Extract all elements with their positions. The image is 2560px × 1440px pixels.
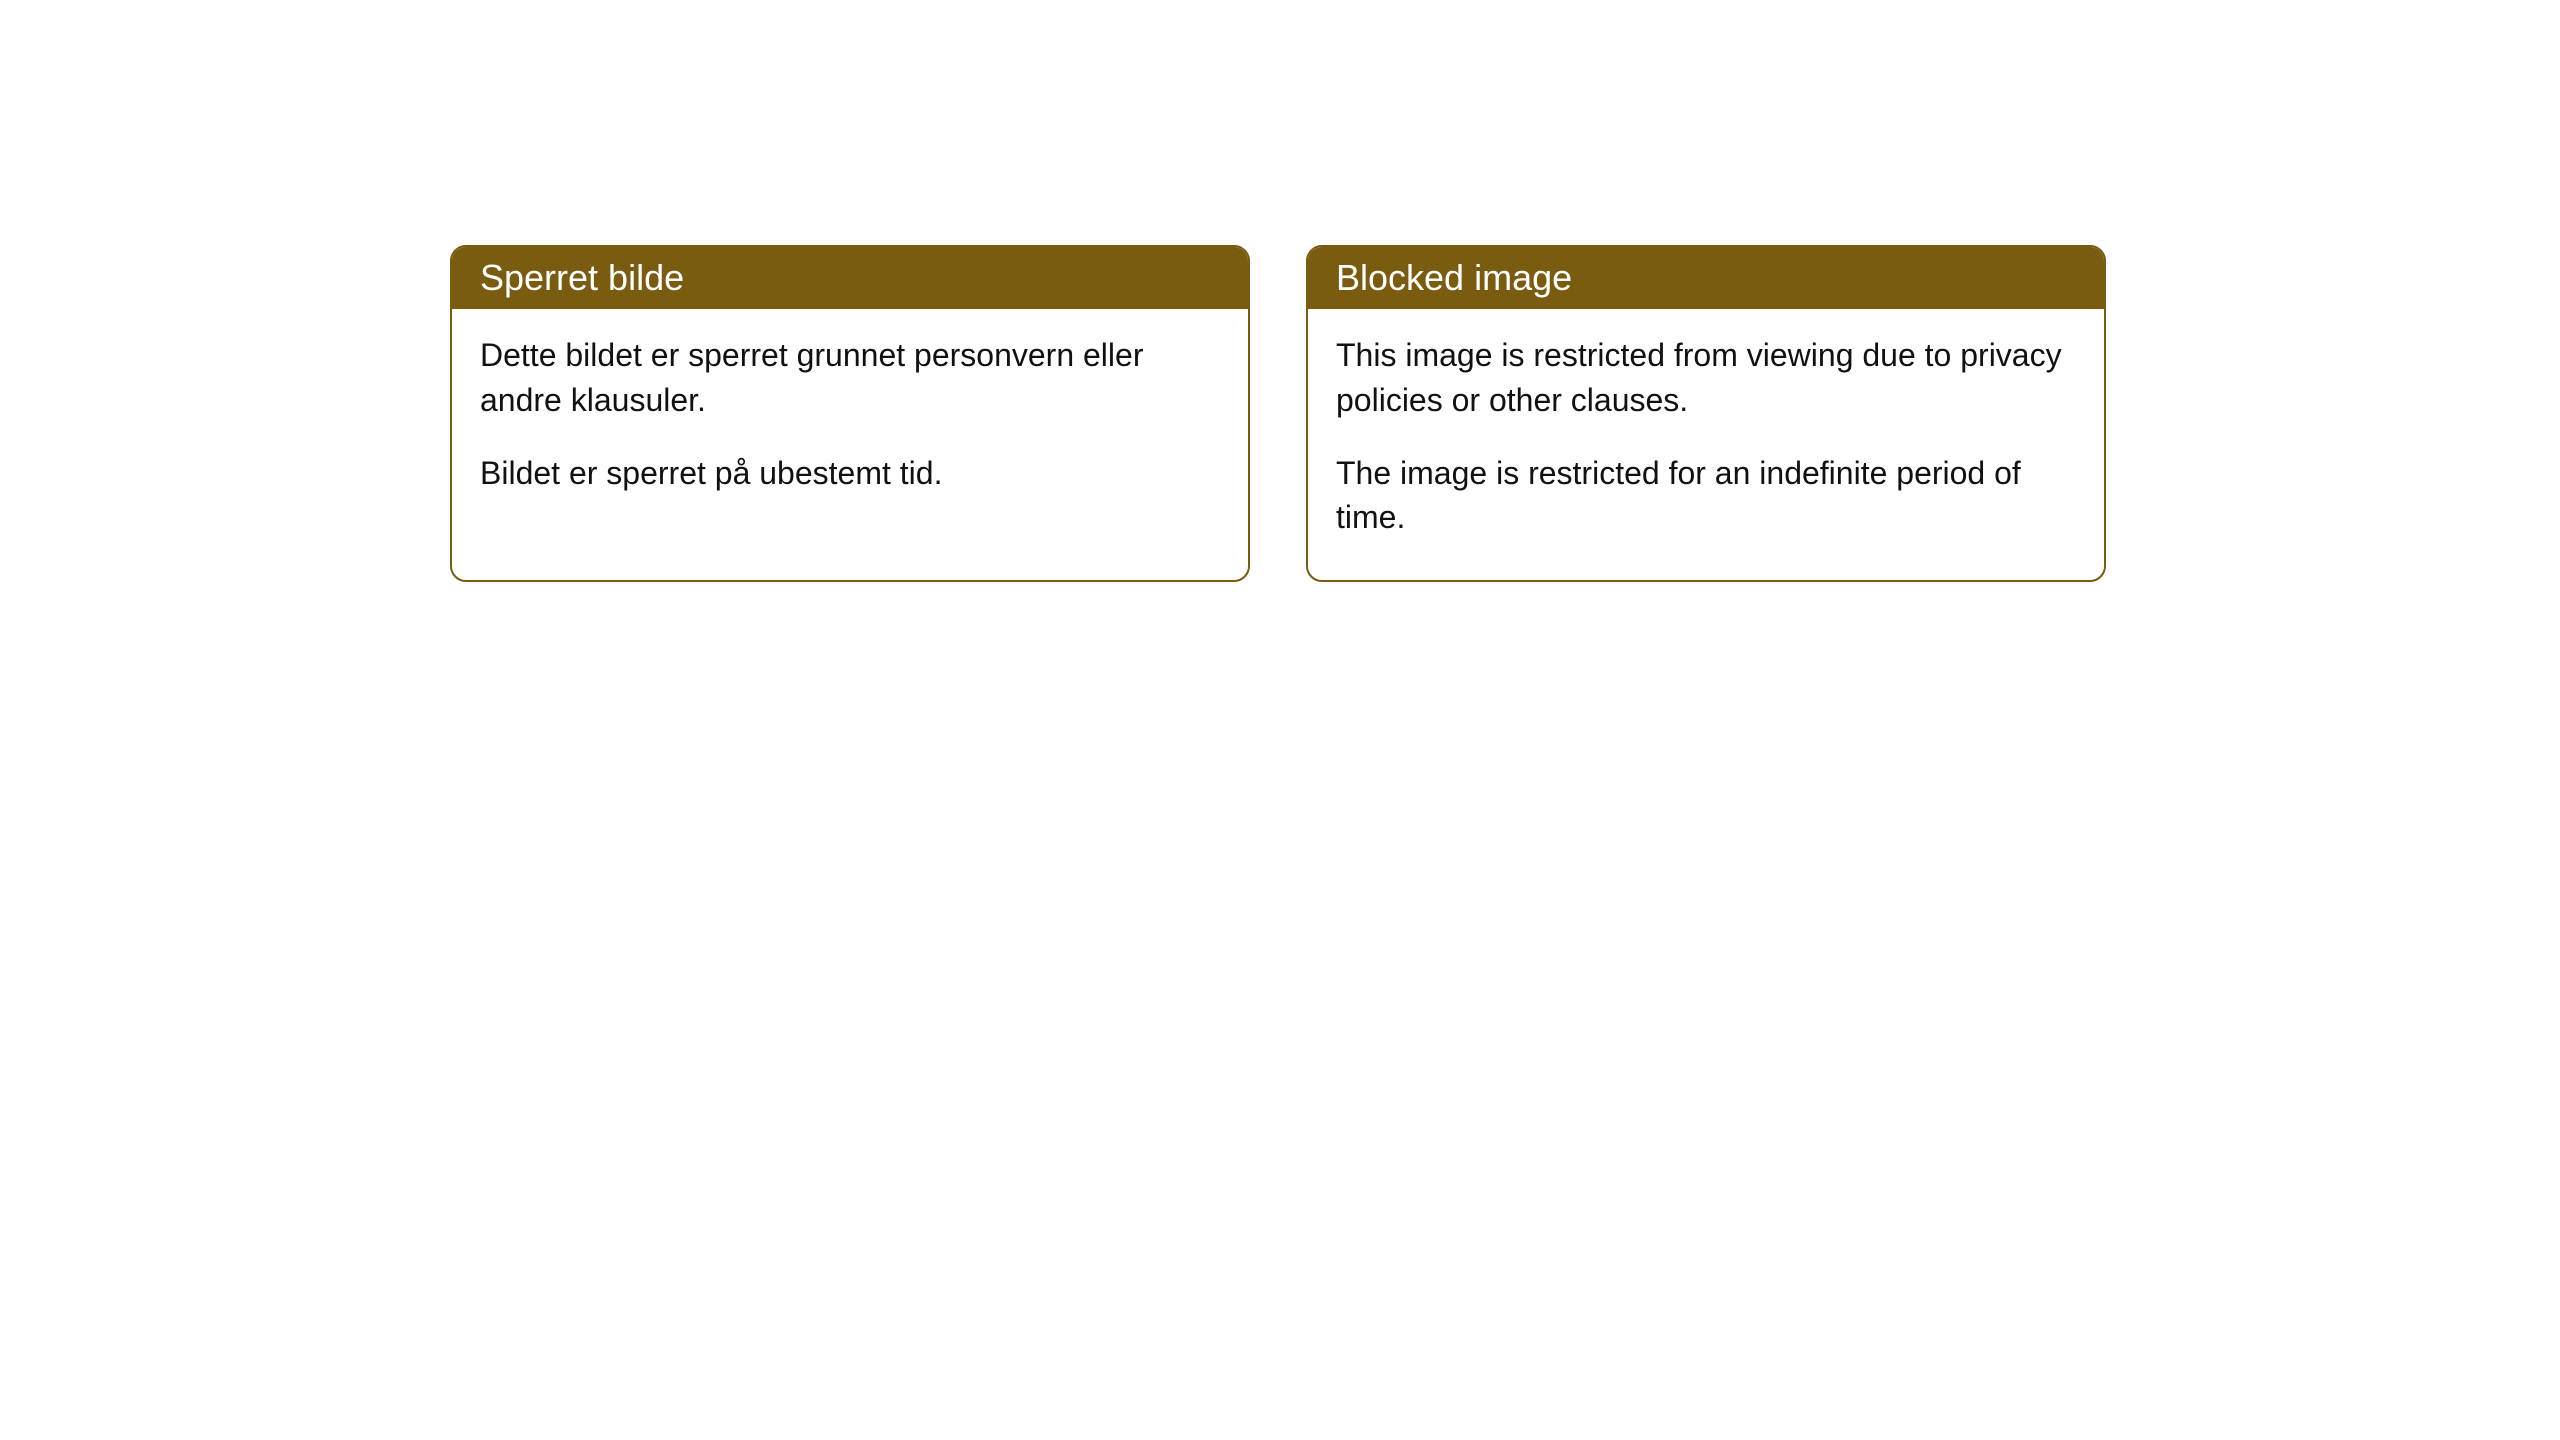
card-title: Blocked image — [1336, 257, 1572, 298]
card-header: Sperret bilde — [452, 247, 1248, 309]
card-paragraph: This image is restricted from viewing du… — [1336, 333, 2076, 423]
card-header: Blocked image — [1308, 247, 2104, 309]
card-title: Sperret bilde — [480, 257, 684, 298]
notice-cards-container: Sperret bilde Dette bildet er sperret gr… — [0, 0, 2560, 582]
card-body: Dette bildet er sperret grunnet personve… — [452, 309, 1248, 535]
card-paragraph: Bildet er sperret på ubestemt tid. — [480, 451, 1220, 496]
notice-card-norwegian: Sperret bilde Dette bildet er sperret gr… — [450, 245, 1250, 582]
notice-card-english: Blocked image This image is restricted f… — [1306, 245, 2106, 582]
card-body: This image is restricted from viewing du… — [1308, 309, 2104, 580]
card-paragraph: Dette bildet er sperret grunnet personve… — [480, 333, 1220, 423]
card-paragraph: The image is restricted for an indefinit… — [1336, 451, 2076, 541]
